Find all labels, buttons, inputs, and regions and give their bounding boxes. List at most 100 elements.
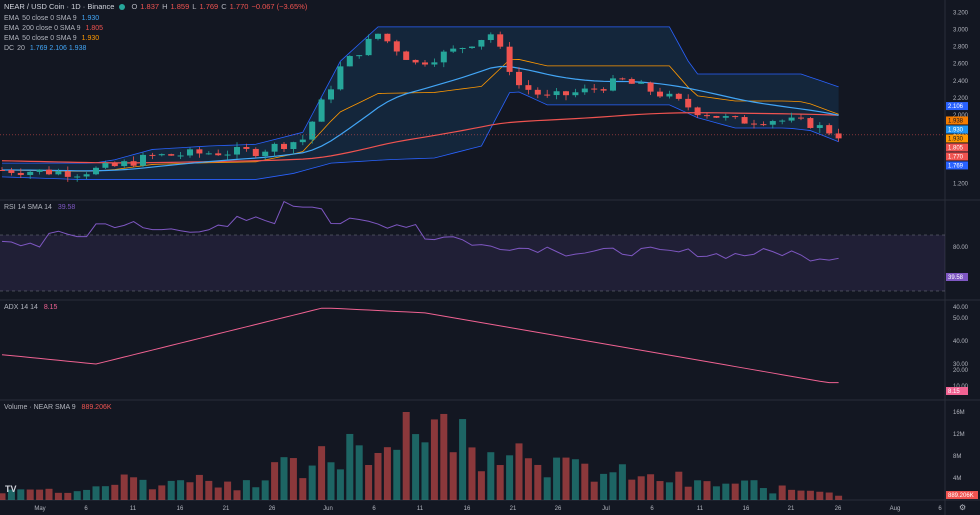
volume-bar: [130, 477, 138, 500]
time-axis-label: 6: [938, 506, 942, 512]
volume-title: Volume · NEAR SMA 9: [4, 404, 76, 411]
time-axis-label: 11: [417, 506, 424, 512]
adx-legend[interactable]: ADX 14 14 8.15: [4, 304, 57, 311]
indicator-value: 1.930: [81, 15, 100, 22]
volume-bar: [722, 483, 730, 500]
volume-bar: [327, 462, 335, 500]
volume-bar: [656, 481, 664, 500]
volume-bar: [571, 459, 579, 500]
candle: [610, 78, 616, 91]
candle: [281, 143, 287, 150]
volume-bar: [299, 478, 307, 500]
adx-axis-tick: 40.00: [953, 339, 969, 345]
tradingview-logo[interactable]: TV: [5, 484, 17, 494]
candle: [205, 153, 212, 155]
indicator-row-ema200[interactable]: EMA 200 close 0 SMA 9 1.805: [4, 24, 103, 34]
volume-bar: [618, 464, 626, 500]
time-axis-label: 21: [510, 506, 517, 512]
volume-bar: [233, 490, 241, 500]
ohlc-open-key: O: [131, 2, 138, 11]
price-axis-tick: 2.000: [953, 113, 969, 119]
price-tag: [946, 125, 968, 134]
candle: [93, 167, 99, 175]
volume-bar: [177, 480, 185, 500]
candle: [102, 163, 109, 168]
volume-bar: [26, 489, 34, 500]
ohlc-close: 1.770: [229, 2, 249, 11]
volume-bar: [280, 457, 288, 500]
volume-bar: [524, 458, 532, 500]
candle: [83, 174, 90, 177]
price-axis-tick: 3.200: [953, 10, 969, 16]
price-tag-label: 1.769: [948, 163, 964, 169]
indicator-row-dc[interactable]: DC 20 1.769 2.106 1.938: [4, 44, 103, 54]
candle: [807, 118, 814, 128]
volume-bar: [581, 463, 589, 500]
candle: [769, 121, 776, 125]
rsi-line: [1, 200, 839, 262]
candle: [290, 142, 297, 150]
candle: [177, 155, 184, 157]
candle: [187, 149, 193, 156]
candle: [628, 79, 635, 84]
time-axis-label: 26: [555, 506, 562, 512]
volume-bar: [788, 489, 796, 500]
volume-bar: [214, 487, 222, 500]
candle: [27, 171, 34, 175]
price-axis-tick: 2.600: [953, 62, 969, 68]
time-axis-label: 16: [464, 506, 471, 512]
price-tag: [946, 102, 968, 111]
volume-bar: [647, 474, 655, 500]
time-axis-label: Aug: [890, 506, 901, 512]
time-axis-label: 26: [269, 506, 276, 512]
candle: [713, 115, 720, 118]
gear-icon[interactable]: ⚙: [959, 503, 967, 512]
time-axis-label: 26: [835, 506, 842, 512]
volume-bar: [412, 434, 420, 500]
volume-bar: [731, 483, 739, 500]
candle: [826, 125, 833, 134]
rsi-legend[interactable]: RSI 14 SMA 14 39.58: [4, 204, 75, 211]
ohlc-high-key: H: [162, 2, 168, 11]
rsi-axis-tick: 40.00: [953, 305, 969, 311]
volume-bar: [318, 446, 326, 500]
volume-bar: [506, 455, 514, 500]
volume-bar: [17, 489, 25, 500]
indicator-row-ema50-orange[interactable]: EMA 50 close 0 SMA 9 1.930: [4, 34, 103, 44]
ohlc-change: −0.067 (−3.65%): [251, 2, 308, 11]
volume-bar: [534, 464, 542, 500]
volume-bar: [637, 476, 645, 500]
candle: [553, 91, 560, 96]
symbol-title[interactable]: NEAR / USD Coin · 1D · Binance: [4, 2, 115, 11]
volume-legend[interactable]: Volume · NEAR SMA 9 889.206K: [4, 404, 112, 411]
donchian-upper: [2, 26, 839, 164]
candle: [835, 133, 842, 139]
volume-bar: [111, 484, 119, 500]
candle: [469, 46, 475, 49]
indicator-row-ema50[interactable]: EMA 50 close 0 SMA 9 1.930: [4, 14, 103, 24]
adx-axis-tick: 30.00: [953, 362, 969, 368]
candle: [168, 154, 175, 156]
volume-bar: [271, 462, 279, 500]
candle: [337, 66, 344, 90]
volume-bar: [54, 492, 62, 500]
candle: [600, 89, 607, 91]
price-tag: [946, 143, 968, 152]
volume-bar: [600, 473, 608, 500]
adx-tag: [946, 387, 968, 395]
donchian-basis: [1, 59, 839, 172]
candle: [224, 154, 231, 156]
price-tag-label: 1.938: [948, 118, 964, 124]
indicator-name: EMA: [4, 35, 20, 42]
time-axis-label: 16: [177, 506, 184, 512]
volume-bar: [675, 471, 683, 500]
volume-bar: [496, 465, 504, 500]
candle: [422, 62, 428, 65]
candle: [440, 51, 447, 63]
time-axis-label: 11: [697, 506, 704, 512]
volume-bar: [703, 481, 711, 500]
rsi-title: RSI 14 SMA 14: [4, 204, 52, 211]
candle: [478, 40, 485, 47]
